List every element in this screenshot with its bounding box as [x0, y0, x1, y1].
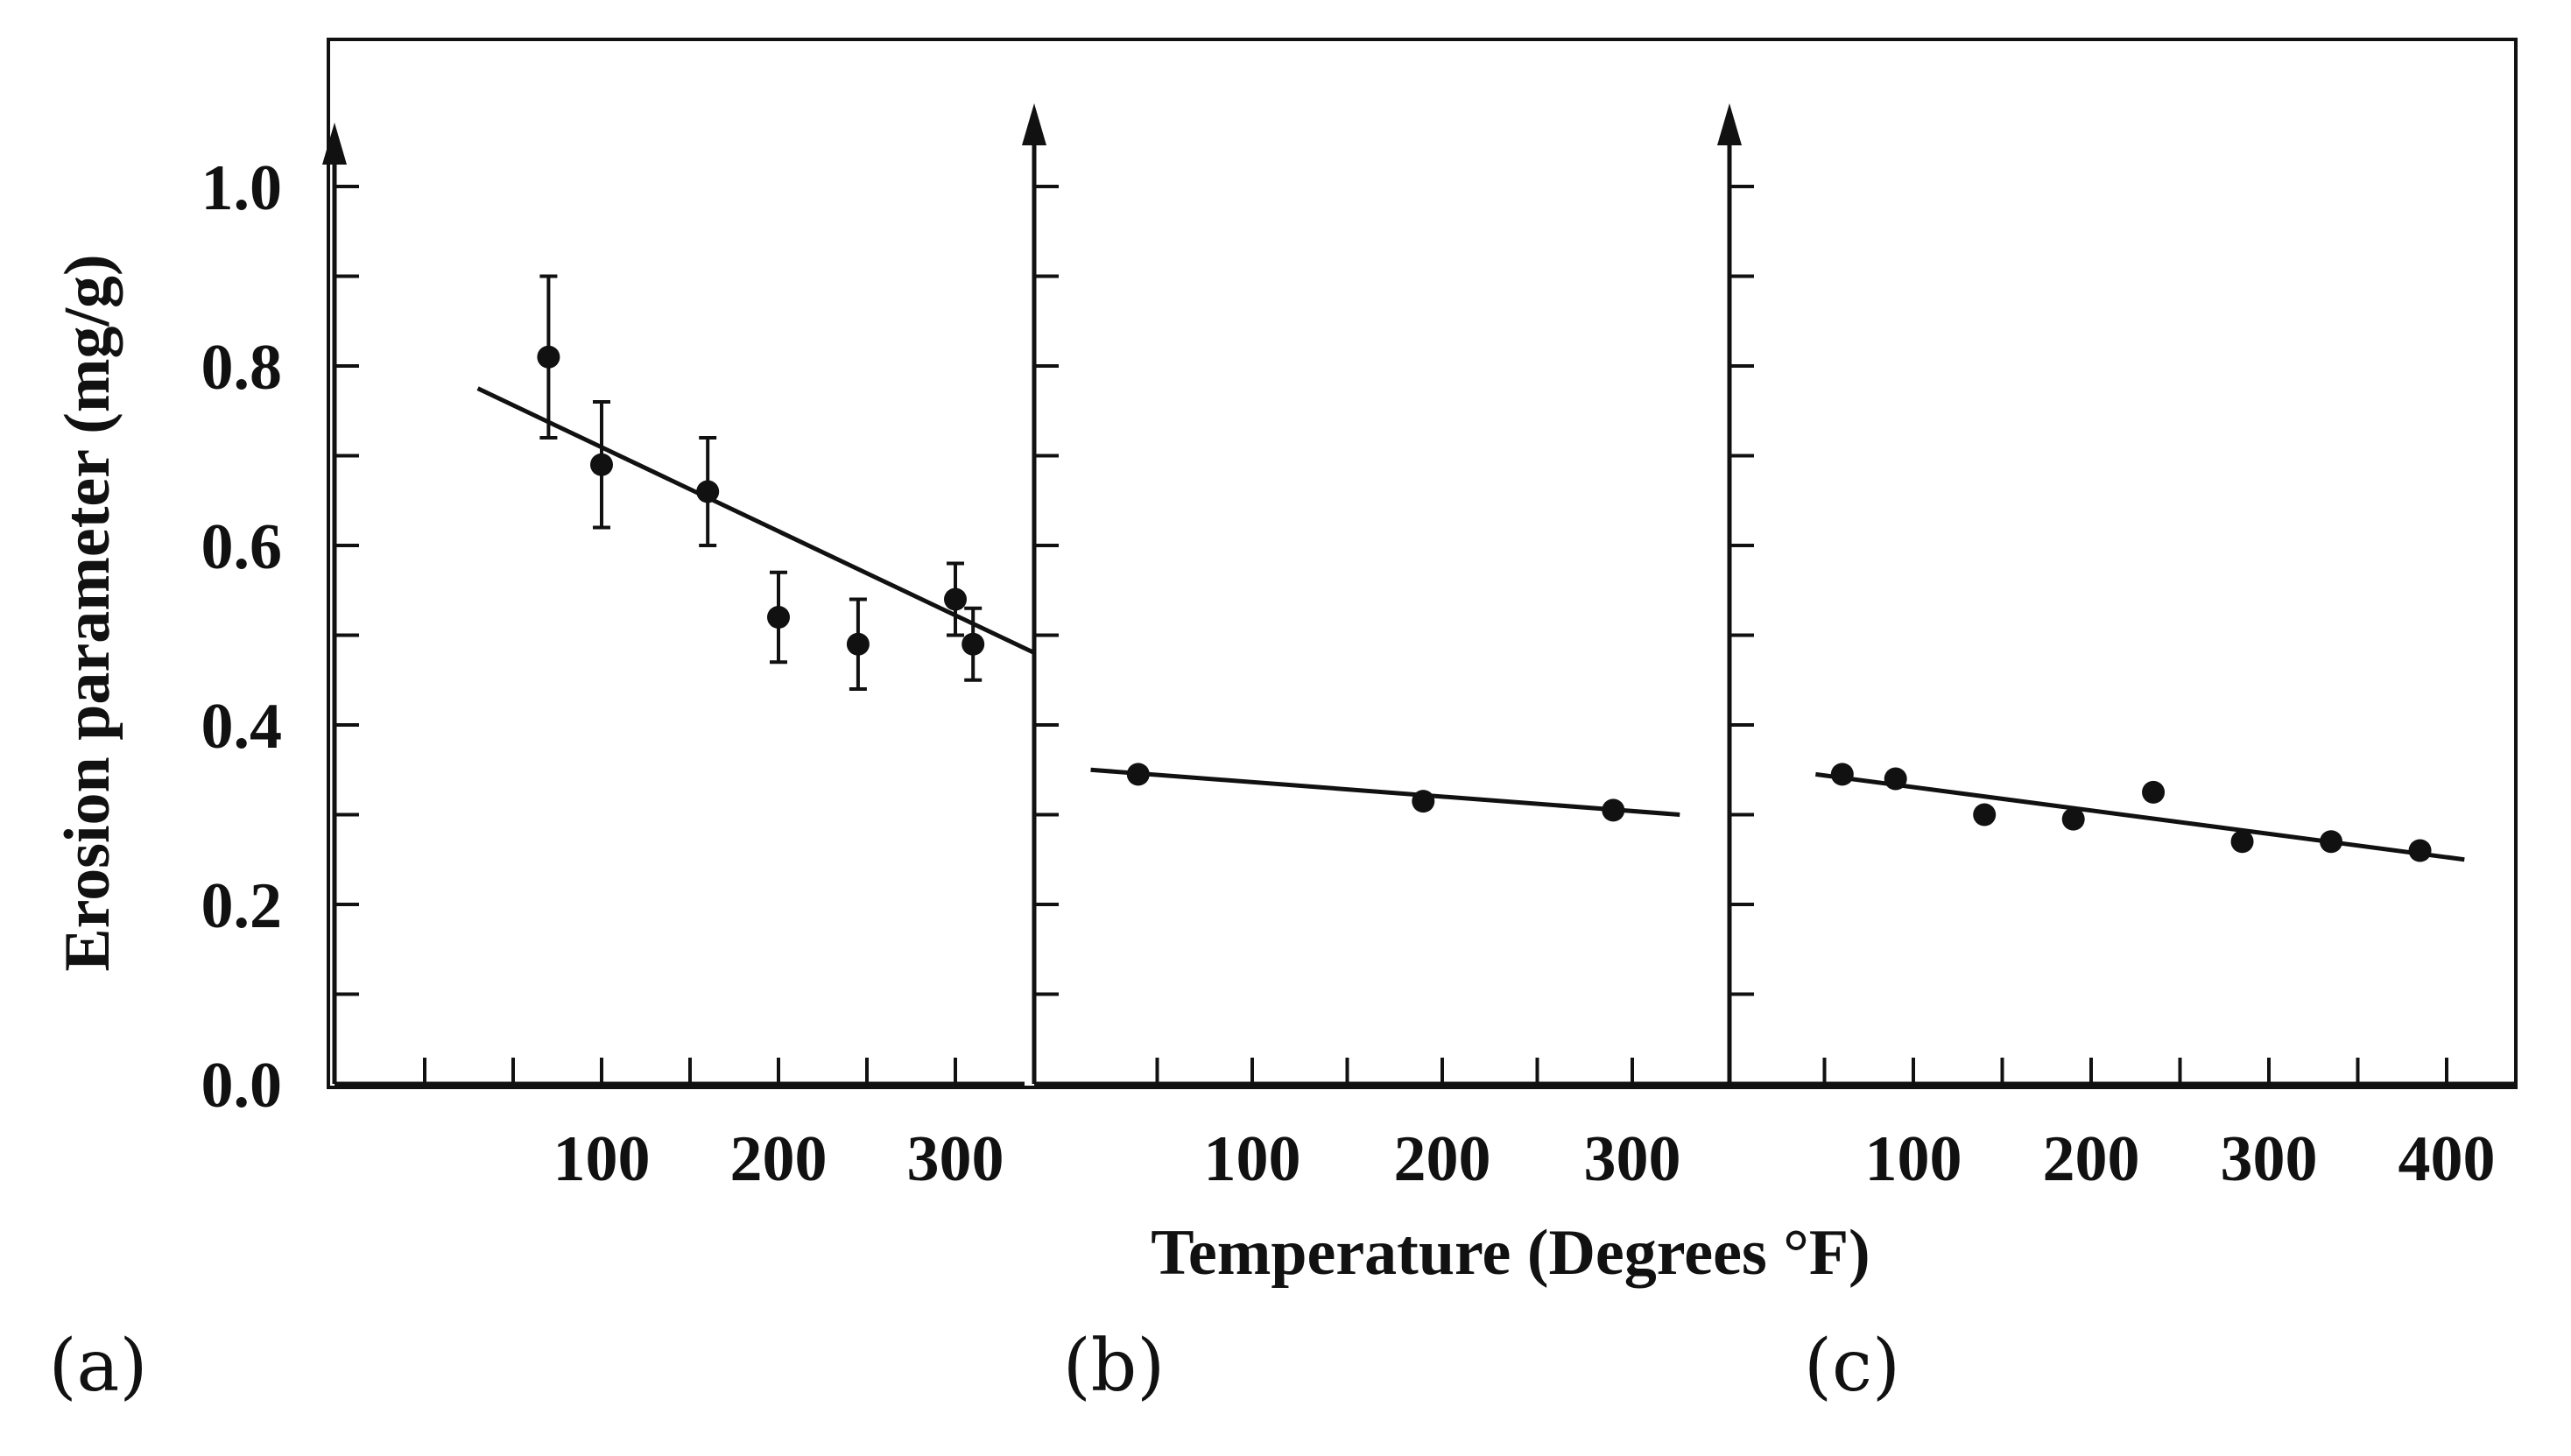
- x-axis-title: Temperature (Degrees °F): [1151, 1217, 1870, 1289]
- y-tick-labels: 0.0 0.2 0.4 0.6 0.8 1.0: [201, 152, 283, 1122]
- y-tick-label: 0.2: [201, 870, 283, 942]
- panel-a: [322, 123, 1036, 1087]
- panel-c: [1717, 103, 2516, 1087]
- y-tick-label: 0.8: [201, 332, 283, 404]
- x-tick-label: 100: [1865, 1123, 1962, 1195]
- panel-b: [1022, 103, 1729, 1087]
- fit-line: [476, 386, 1036, 656]
- fit-line: [1090, 767, 1680, 817]
- data-point: [590, 453, 613, 476]
- data-point: [537, 345, 560, 369]
- figure-frame: [327, 38, 2518, 1089]
- y-axis-arrow: [1717, 103, 1742, 145]
- data-point: [2320, 830, 2343, 854]
- x-tick-label: 200: [2043, 1123, 2140, 1195]
- x-tick-labels-a: 100 200 300: [553, 1123, 1004, 1195]
- x-tick-label: 100: [1204, 1123, 1301, 1195]
- data-point: [1412, 790, 1435, 813]
- x-tick-label: 300: [907, 1123, 1004, 1195]
- y-axis-arrow: [1022, 103, 1046, 145]
- y-tick-label: 1.0: [201, 152, 283, 224]
- data-point: [1973, 803, 1997, 826]
- data-point: [944, 587, 967, 611]
- data-point: [2061, 807, 2085, 831]
- x-tick-label: 300: [1584, 1123, 1681, 1195]
- y-tick-label: 0.6: [201, 511, 283, 583]
- x-tick-labels-b: 100 200 300: [1204, 1123, 1681, 1195]
- x-tick-label: 200: [730, 1123, 828, 1195]
- data-point: [961, 632, 985, 656]
- data-point: [846, 632, 870, 656]
- panel-label-a: (a): [49, 1325, 148, 1408]
- fit-line: [1815, 771, 2465, 862]
- panel-label-c: (c): [1804, 1325, 1900, 1408]
- data-point: [1126, 763, 1150, 786]
- data-point: [767, 606, 790, 629]
- data-point: [2142, 780, 2166, 804]
- y-tick-label: 0.4: [201, 691, 283, 763]
- data-point: [696, 480, 720, 503]
- data-point: [1830, 763, 1854, 786]
- y-tick-label: 0.0: [201, 1050, 283, 1122]
- data-point: [2230, 830, 2254, 854]
- y-axis-title: Erosion parameter (mg/g): [52, 254, 123, 971]
- x-tick-labels-c: 100 200 300 400: [1865, 1123, 2496, 1195]
- x-tick-label: 100: [553, 1123, 651, 1195]
- x-tick-label: 300: [2221, 1123, 2318, 1195]
- x-tick-label: 200: [1394, 1123, 1491, 1195]
- data-point: [1884, 767, 1907, 791]
- x-tick-label: 400: [2398, 1123, 2496, 1195]
- data-point: [1602, 798, 1625, 822]
- panel-label-b: (b): [1063, 1325, 1165, 1408]
- y-axis-arrow: [322, 123, 347, 165]
- data-point: [2408, 839, 2432, 862]
